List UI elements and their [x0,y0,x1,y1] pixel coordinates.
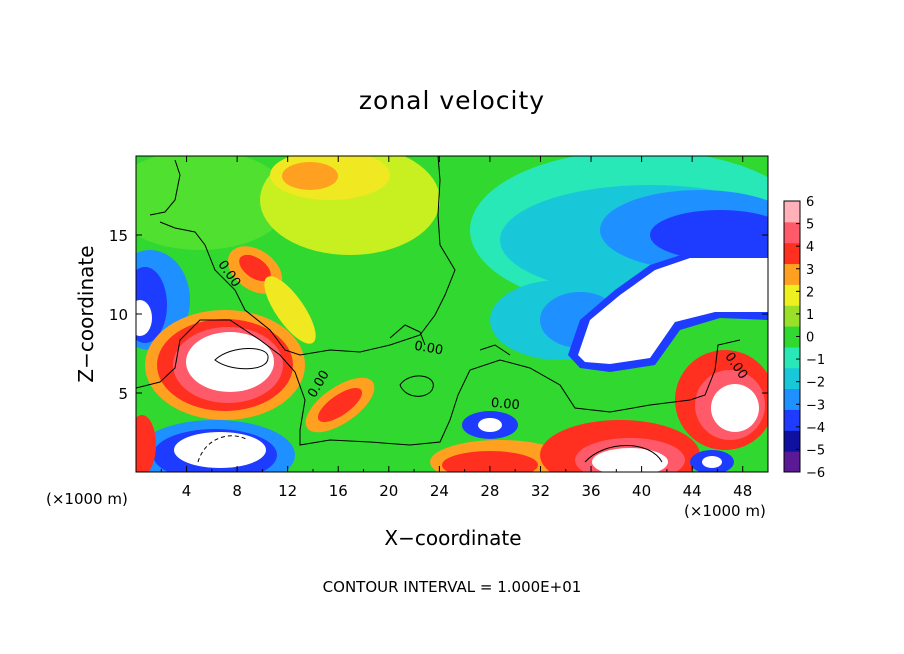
contour [584,445,663,463]
x-tick-label: 20 [379,482,398,500]
colorbar-tick-label: −1 [806,353,825,368]
chart-title: zonal velocity [358,86,546,115]
x-tick-label: 44 [683,482,702,500]
x-axis-label: X−coordinate [384,526,522,550]
contour-interval-note: CONTOUR INTERVAL = 1.000E+01 [322,578,582,596]
colorbar-swatch [784,409,800,431]
colorbar-swatch [784,284,800,306]
heatmap-field [136,156,768,472]
x-tick-label: 32 [531,482,550,500]
y-axis-label: Z−coordinate [74,245,98,383]
contour-lines [136,156,741,463]
x-tick-label: 12 [278,482,297,500]
colorbar: 6 5 4 3 2 1 0 −1 −2 −3 −4 −5 −6 [783,195,825,481]
field-region [136,300,152,336]
x-unit-label-left: (×1000 m) [46,490,128,508]
colorbar-tick-label: 0 [806,331,814,346]
colorbar-swatch [784,451,800,473]
contour [214,348,269,370]
field-region [174,432,266,468]
y-tick-label: 15 [109,227,128,245]
colorbar-swatch [784,430,800,452]
colorbar-tick-label: 2 [806,285,814,300]
x-tick-label: 4 [182,482,192,500]
field-region [239,254,271,282]
y-axis: 5 10 15 [109,227,768,403]
colorbar-swatch [784,388,800,410]
field-region [264,276,316,344]
x-tick-label: 36 [581,482,600,500]
x-tick-label: 24 [430,482,449,500]
colorbar-tick-label: 6 [806,195,814,210]
colorbar-swatch [784,201,800,223]
contour [389,324,511,356]
colorbar-tick-label: 3 [806,263,814,278]
field-region [136,156,290,250]
contour [197,435,249,463]
colorbar-tick-label: −5 [806,443,825,458]
field-region [136,415,156,472]
colorbar-tick-label: 4 [806,240,814,255]
colorbar-swatch [784,346,800,369]
field-region [711,384,759,432]
x-tick-label: 16 [329,482,348,500]
colorbar-tick-label: −3 [806,398,825,413]
colorbar-swatch [784,263,800,285]
field-region [186,332,274,392]
field-region [702,456,722,468]
field-region [317,387,363,423]
contour [399,375,434,397]
zero-contour [149,156,456,356]
colorbar-tick-label: 1 [806,308,814,323]
colorbar-swatch [784,367,800,390]
zero-contour [136,319,741,446]
colorbar-swatch [784,305,800,327]
colorbar-tick-label: −6 [806,466,825,481]
x-tick-label: 48 [733,482,752,500]
x-tick-label: 28 [480,482,499,500]
field-region [282,162,338,190]
y-tick-label: 10 [109,306,128,324]
colorbar-swatch [784,221,800,244]
field-region [592,448,668,472]
contour-label: 0.00 [413,339,444,359]
field-region [478,418,502,432]
colorbar-tick-label: −4 [806,421,825,436]
colorbar-swatch [784,326,800,348]
colorbar-tick-label: −2 [806,376,825,391]
x-tick-label: 8 [232,482,242,500]
x-axis: 4 8 12 16 20 24 28 32 36 40 44 48 [160,156,752,500]
y-tick-label: 5 [118,385,128,403]
contour-label: 0.00 [490,396,520,413]
colorbar-swatch [784,242,800,265]
colorbar-tick-label: 5 [806,218,814,233]
field-region [578,258,768,364]
field-region [442,451,538,472]
x-unit-label-right: (×1000 m) [684,502,766,520]
x-tick-label: 40 [632,482,651,500]
field-region [650,210,768,260]
